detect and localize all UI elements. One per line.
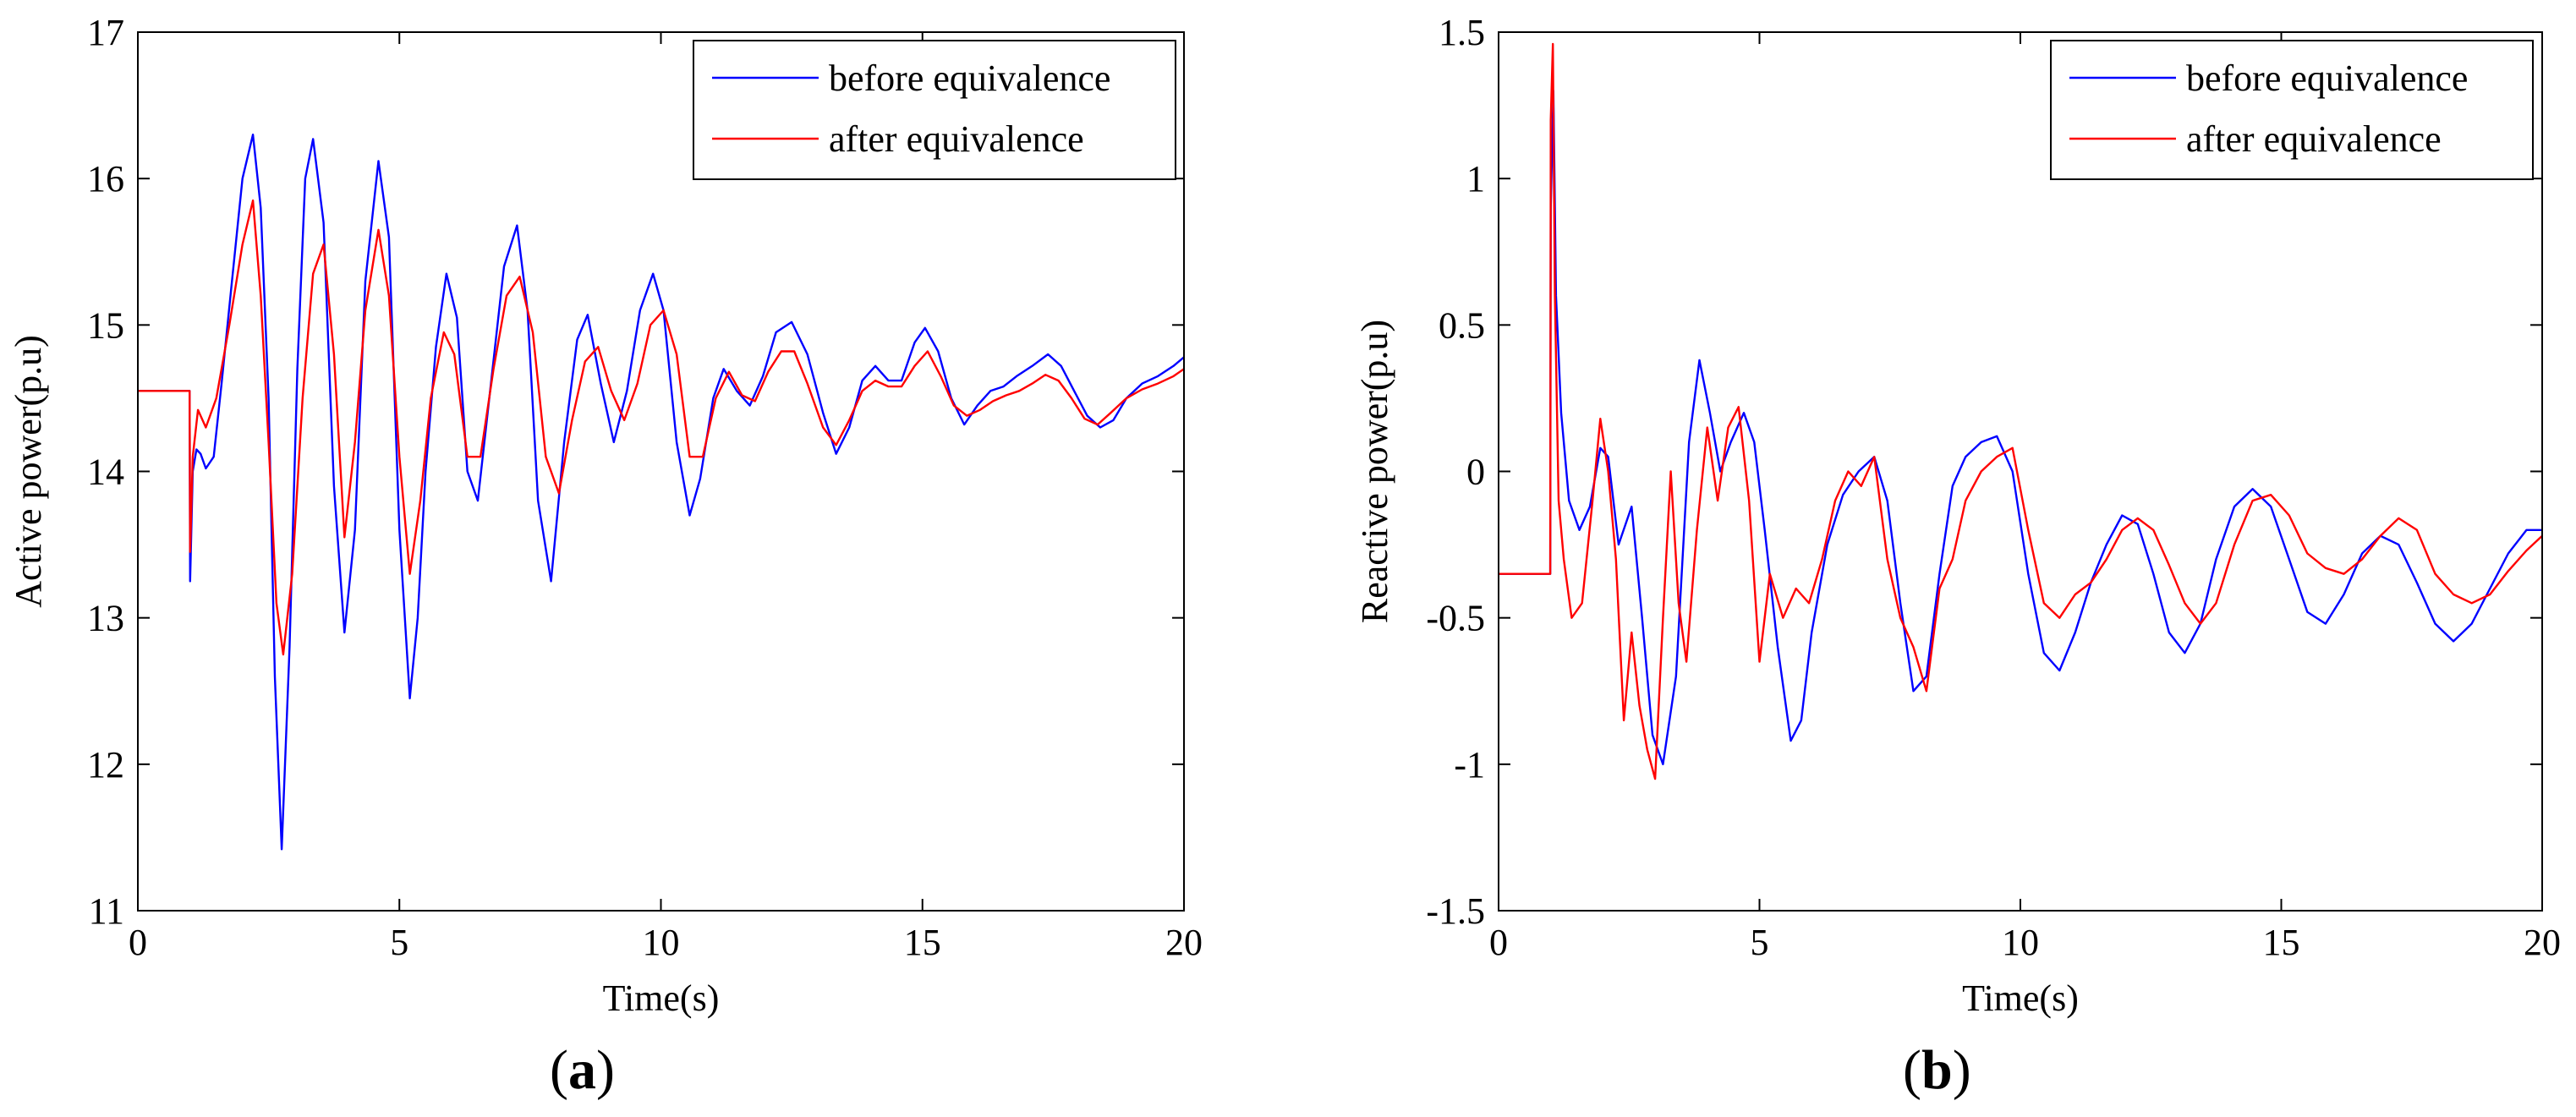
x-tick-label: 0 <box>129 922 147 963</box>
series-line-after <box>1499 42 2542 780</box>
y-tick-label: 1 <box>1466 158 1485 200</box>
y-axis-label: Active power(p.u) <box>8 335 49 608</box>
y-axis-label: Reactive power(p.u) <box>1354 320 1395 623</box>
x-axis-label: Time(s) <box>1962 977 2079 1019</box>
chart-panel-0: 0 5 10 15 20 11 12 13 14 15 16 17 Time(s) Active powe… <box>8 12 1203 1019</box>
y-tick-label: -1 <box>1454 744 1485 786</box>
y-tick-label: 12 <box>87 744 124 786</box>
y-tick-label: 14 <box>87 452 124 493</box>
x-tick-label: 20 <box>2524 922 2561 963</box>
legend-entry-1: after equivalence <box>829 118 1084 160</box>
series-line-after <box>138 199 1184 656</box>
panel-caption-a: (a) <box>550 1039 615 1101</box>
y-tick-label: 16 <box>87 158 124 200</box>
y-tick-label: 13 <box>87 598 124 639</box>
y-tick-label: 11 <box>89 890 124 932</box>
chart-panel-1: 0 5 10 15 20 -1.5 -1 -0.5 0 0.5 1 1.5 Time(s) Reactiv… <box>1354 12 2561 1019</box>
x-tick-label: 10 <box>643 922 680 963</box>
x-tick-label: 20 <box>1165 922 1203 963</box>
legend-entry-0: before equivalence <box>829 57 1110 99</box>
y-tick-label: 0 <box>1466 452 1485 493</box>
y-tick-label: -0.5 <box>1426 598 1485 639</box>
legend: before equivalence after equivalence <box>2050 40 2534 180</box>
legend-box <box>2050 40 2534 180</box>
legend-box <box>693 40 1176 180</box>
x-tick-label: 15 <box>2263 922 2300 963</box>
series-line-before <box>1499 90 2542 765</box>
x-axis-label: Time(s) <box>603 977 720 1019</box>
legend: before equivalence after equivalence <box>693 40 1176 180</box>
y-tick-label: 1.5 <box>1439 12 1485 53</box>
x-tick-label: 5 <box>390 922 408 963</box>
panel-caption-b: (b) <box>1903 1039 1971 1101</box>
x-tick-label: 15 <box>904 922 941 963</box>
x-tick-label: 0 <box>1489 922 1508 963</box>
x-tick-label: 5 <box>1751 922 1769 963</box>
series-line-before <box>138 134 1184 851</box>
y-tick-label: 17 <box>87 12 124 53</box>
legend-entry-0: before equivalence <box>2186 57 2468 99</box>
y-tick-label: 0.5 <box>1439 304 1485 346</box>
legend-entry-1: after equivalence <box>2186 118 2442 160</box>
y-tick-label: -1.5 <box>1426 890 1485 932</box>
x-tick-label: 10 <box>2002 922 2039 963</box>
y-tick-label: 15 <box>87 304 124 346</box>
